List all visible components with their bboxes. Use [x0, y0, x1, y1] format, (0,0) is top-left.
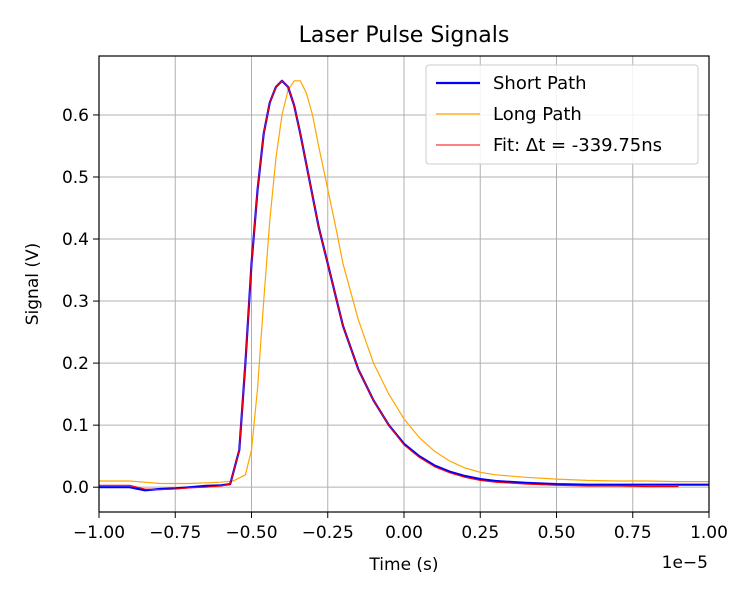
y-tick-label: 0.3 — [62, 292, 89, 312]
axis-ticks: −1.00 −0.75 −0.50 −0.25 0.00 0.25 0.50 0.75 1.00… — [62, 106, 728, 543]
y-tick-label: 0.1 — [62, 416, 89, 436]
y-tick-label: 0.4 — [62, 230, 89, 250]
x-tick-label: 1.00 — [690, 523, 728, 543]
x-tick-label: 0.75 — [614, 523, 652, 543]
series-line-long-path — [99, 80, 709, 485]
x-offset-label: 1e−5 — [662, 553, 708, 573]
y-tick-label: 0.6 — [62, 106, 89, 126]
y-tick-label: 0.0 — [62, 478, 89, 498]
y-axis-label: Signal (V) — [23, 243, 43, 326]
x-tick-label: −0.25 — [302, 523, 354, 543]
legend-label-short-path: Short Path — [493, 73, 587, 94]
legend: Short Path Long Path Fit: Δt = -339.75ns — [425, 64, 699, 165]
x-axis-label: Time (s) — [368, 555, 438, 575]
legend-label-long-path: Long Path — [493, 104, 582, 125]
series-lines — [99, 79, 709, 492]
legend-box — [425, 64, 699, 165]
chart-title: Laser Pulse Signals — [299, 23, 510, 48]
x-tick-label: −1.00 — [73, 523, 125, 543]
x-tick-label: 0.50 — [538, 523, 576, 543]
x-tick-label: −0.50 — [225, 523, 277, 543]
x-tick-label: −0.75 — [149, 523, 201, 543]
series-line-fit — [99, 80, 679, 491]
y-tick-label: 0.5 — [62, 168, 89, 188]
x-tick-label: 0.25 — [461, 523, 499, 543]
legend-label-fit: Fit: Δt = -339.75ns — [493, 135, 662, 156]
x-tick-label: 0.00 — [385, 523, 423, 543]
y-tick-label: 0.2 — [62, 354, 89, 374]
